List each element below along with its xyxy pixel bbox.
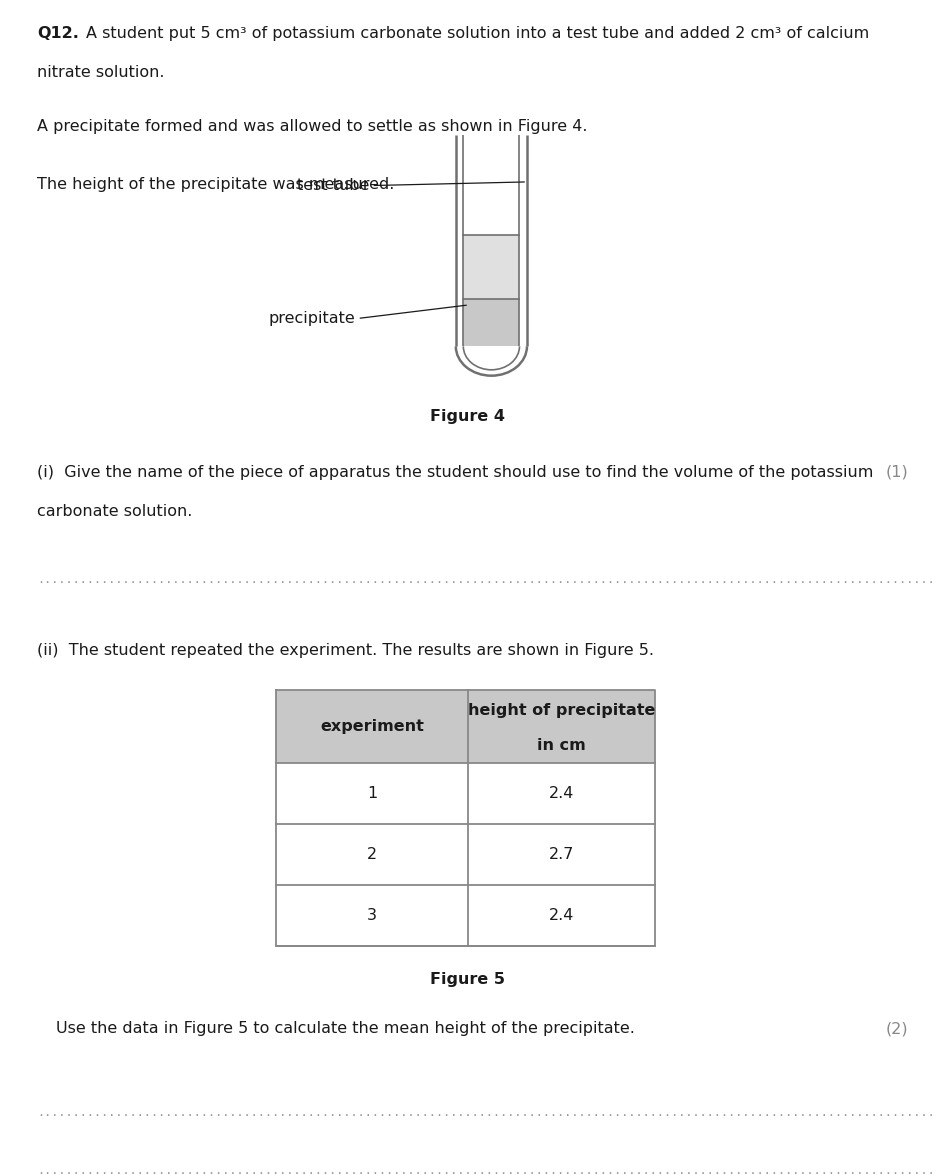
Text: 2: 2 — [367, 846, 377, 862]
Text: 2.4: 2.4 — [548, 785, 575, 801]
Text: 1: 1 — [367, 785, 377, 801]
Text: experiment: experiment — [320, 718, 424, 734]
Bar — [276, 824, 655, 885]
Text: A student put 5 cm³ of potassium carbonate solution into a test tube and added 2: A student put 5 cm³ of potassium carbona… — [86, 26, 870, 41]
Bar — [463, 235, 519, 299]
Text: ................................................................................: ........................................… — [37, 1165, 936, 1174]
Bar — [463, 299, 519, 346]
Text: precipitate: precipitate — [269, 311, 356, 325]
Text: ................................................................................: ........................................… — [37, 573, 936, 586]
Bar — [276, 690, 655, 763]
Text: carbonate solution.: carbonate solution. — [37, 504, 193, 519]
Text: (i)  Give the name of the piece of apparatus the student should use to find the : (i) Give the name of the piece of appara… — [37, 465, 874, 480]
Text: Q12.: Q12. — [37, 26, 80, 41]
Text: (2): (2) — [885, 1021, 908, 1037]
Text: (ii)  The student repeated the experiment. The results are shown in Figure 5.: (ii) The student repeated the experiment… — [37, 643, 654, 659]
Text: Figure 5: Figure 5 — [431, 972, 505, 987]
Text: 3: 3 — [367, 908, 377, 923]
Text: The height of the precipitate was measured.: The height of the precipitate was measur… — [37, 177, 395, 191]
Text: nitrate solution.: nitrate solution. — [37, 65, 165, 80]
Bar — [276, 885, 655, 946]
Text: ................................................................................: ........................................… — [37, 1106, 936, 1119]
Bar — [276, 763, 655, 824]
Text: Figure 4: Figure 4 — [431, 409, 505, 424]
Text: 2.7: 2.7 — [548, 846, 575, 862]
Text: A precipitate formed and was allowed to settle as shown in Figure 4.: A precipitate formed and was allowed to … — [37, 119, 588, 134]
Text: test tube: test tube — [298, 178, 370, 193]
Text: Use the data in Figure 5 to calculate the mean height of the precipitate.: Use the data in Figure 5 to calculate th… — [56, 1021, 635, 1037]
Text: (1): (1) — [885, 465, 908, 480]
Text: in cm: in cm — [537, 737, 586, 753]
Text: height of precipitate: height of precipitate — [468, 702, 655, 717]
Text: 2.4: 2.4 — [548, 908, 575, 923]
